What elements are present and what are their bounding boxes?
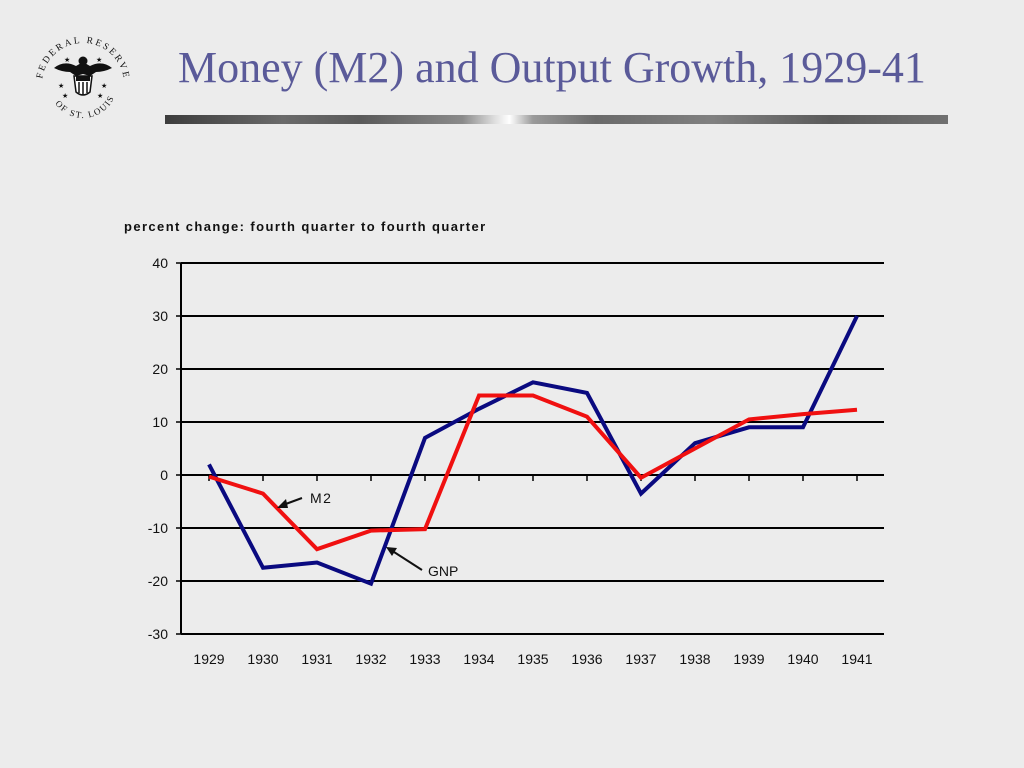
gnp-pointer-arrow — [393, 551, 423, 571]
x-tick-label: 1934 — [463, 651, 494, 667]
gnp-series-line — [207, 315, 859, 587]
gnp-arrow-head-icon — [386, 547, 397, 556]
x-tick-label: 1940 — [787, 651, 818, 667]
x-tick-label: 1935 — [517, 651, 548, 667]
y-tick-label: 0 — [160, 467, 168, 483]
m2-series-label: M2 — [310, 490, 332, 506]
gnp-series-label: GNP — [428, 563, 458, 579]
x-tick-label: 1933 — [409, 651, 440, 667]
title-divider — [165, 115, 948, 124]
x-tick-label: 1929 — [193, 651, 224, 667]
x-tick-label: 1939 — [733, 651, 764, 667]
x-tick-label: 1937 — [625, 651, 656, 667]
svg-text:★: ★ — [64, 56, 70, 64]
federal-reserve-seal-logo: FEDERAL RESERVE BANK OF ST. LOUIS ★★★★ ★… — [24, 22, 129, 120]
x-tick-label: 1931 — [301, 651, 332, 667]
y-tick-label: -20 — [148, 573, 168, 589]
svg-text:★: ★ — [62, 92, 68, 100]
eagle-icon — [54, 56, 112, 96]
x-tick-label: 1930 — [247, 651, 278, 667]
m2-arrow-head-icon — [277, 499, 288, 508]
svg-text:★: ★ — [97, 92, 103, 100]
svg-text:★: ★ — [96, 56, 102, 64]
y-tick-label: 30 — [152, 308, 168, 324]
slide-title: Money (M2) and Output Growth, 1929-41 — [178, 43, 926, 92]
y-tick-label: 40 — [152, 255, 168, 271]
y-tick-label: 10 — [152, 414, 168, 430]
y-tick-label: -10 — [148, 520, 168, 536]
m2-series-line — [208, 393, 858, 552]
x-tick-label: 1932 — [355, 651, 386, 667]
x-tick-label: 1936 — [571, 651, 602, 667]
y-tick-label: -30 — [148, 626, 168, 642]
svg-text:★: ★ — [58, 82, 64, 90]
x-tick-label: 1941 — [841, 651, 872, 667]
y-tick-label: 20 — [152, 361, 168, 377]
svg-text:★: ★ — [101, 82, 107, 90]
y-axis-caption: percent change: fourth quarter to fourth… — [124, 219, 487, 234]
x-tick-label: 1938 — [679, 651, 710, 667]
